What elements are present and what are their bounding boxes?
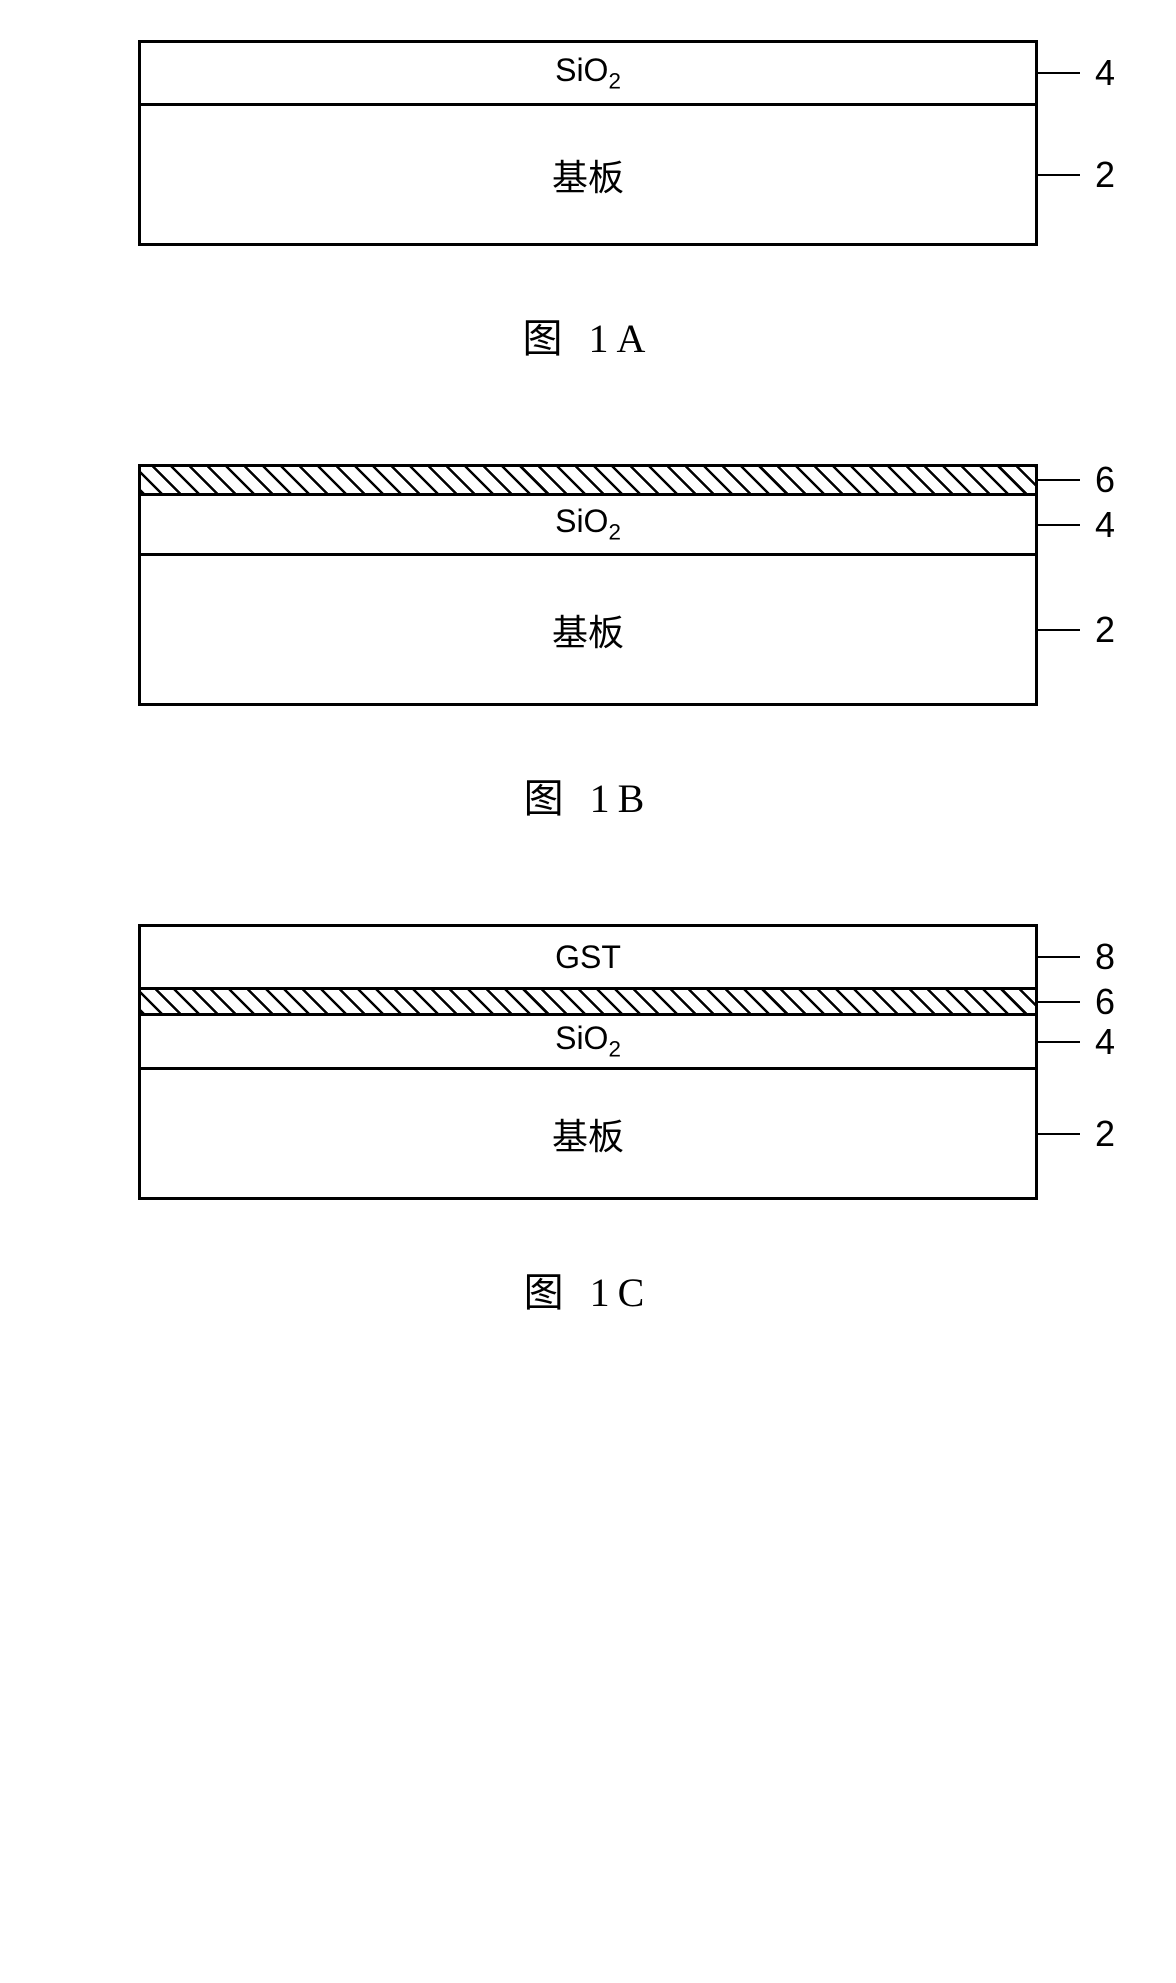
ref-number: 4 <box>1095 52 1115 94</box>
layer-substrate: 基板 2 <box>141 103 1035 243</box>
figure-1a: SiO2 4 基板 2 图 1A <box>40 40 1136 364</box>
ref-label-4: 4 <box>1035 1021 1115 1063</box>
figure-1c: GST 8 6 SiO2 4 <box>40 924 1136 1318</box>
ref-label-2: 2 <box>1035 154 1115 196</box>
ref-number: 6 <box>1095 459 1115 501</box>
layer-hatch: 6 <box>141 467 1035 493</box>
layer-gst: GST 8 <box>141 927 1035 987</box>
ref-label-2: 2 <box>1035 609 1115 651</box>
layer-label: 基板 <box>552 604 624 656</box>
layer-substrate: 基板 2 <box>141 553 1035 703</box>
layer-label: 基板 <box>552 1108 624 1160</box>
leader-line <box>1035 629 1080 631</box>
leader-line <box>1035 956 1080 958</box>
ref-number: 2 <box>1095 1113 1115 1155</box>
layer-stack-1a: SiO2 4 基板 2 <box>138 40 1038 246</box>
figure-caption-1a: 图 1A <box>523 306 654 364</box>
leader-line <box>1035 479 1080 481</box>
ref-label-6: 6 <box>1035 459 1115 501</box>
ref-number: 6 <box>1095 981 1115 1023</box>
layer-label: SiO2 <box>555 1020 621 1062</box>
leader-line <box>1035 1133 1080 1135</box>
layer-sio2: SiO2 4 <box>141 493 1035 553</box>
figure-1b: 6 SiO2 4 基板 2 <box>40 464 1136 824</box>
leader-line <box>1035 524 1080 526</box>
layer-label: 基板 <box>552 149 624 201</box>
leader-line <box>1035 174 1080 176</box>
layer-sio2: SiO2 4 <box>141 1013 1035 1067</box>
ref-label-4: 4 <box>1035 504 1115 546</box>
ref-number: 8 <box>1095 936 1115 978</box>
ref-label-2: 2 <box>1035 1113 1115 1155</box>
layer-label: SiO2 <box>555 52 621 94</box>
figure-caption-1c: 图 1C <box>524 1260 653 1318</box>
ref-label-6: 6 <box>1035 981 1115 1023</box>
diagram-1b: 6 SiO2 4 基板 2 <box>138 464 1038 706</box>
leader-line <box>1035 72 1080 74</box>
layer-label: GST <box>555 939 621 976</box>
layer-stack-1c: GST 8 6 SiO2 4 <box>138 924 1038 1200</box>
ref-number: 2 <box>1095 609 1115 651</box>
diagram-1a: SiO2 4 基板 2 <box>138 40 1038 246</box>
ref-label-8: 8 <box>1035 936 1115 978</box>
diagram-1c: GST 8 6 SiO2 4 <box>138 924 1038 1200</box>
layer-hatch: 6 <box>141 987 1035 1013</box>
leader-line <box>1035 1041 1080 1043</box>
layer-sio2: SiO2 4 <box>141 43 1035 103</box>
layer-label: SiO2 <box>555 503 621 545</box>
layer-substrate: 基板 2 <box>141 1067 1035 1197</box>
ref-number: 4 <box>1095 1021 1115 1063</box>
ref-number: 4 <box>1095 504 1115 546</box>
ref-label-4: 4 <box>1035 52 1115 94</box>
ref-number: 2 <box>1095 154 1115 196</box>
figure-caption-1b: 图 1B <box>524 766 653 824</box>
layer-stack-1b: 6 SiO2 4 基板 2 <box>138 464 1038 706</box>
figure-container: SiO2 4 基板 2 图 1A <box>40 40 1136 1318</box>
leader-line <box>1035 1001 1080 1003</box>
